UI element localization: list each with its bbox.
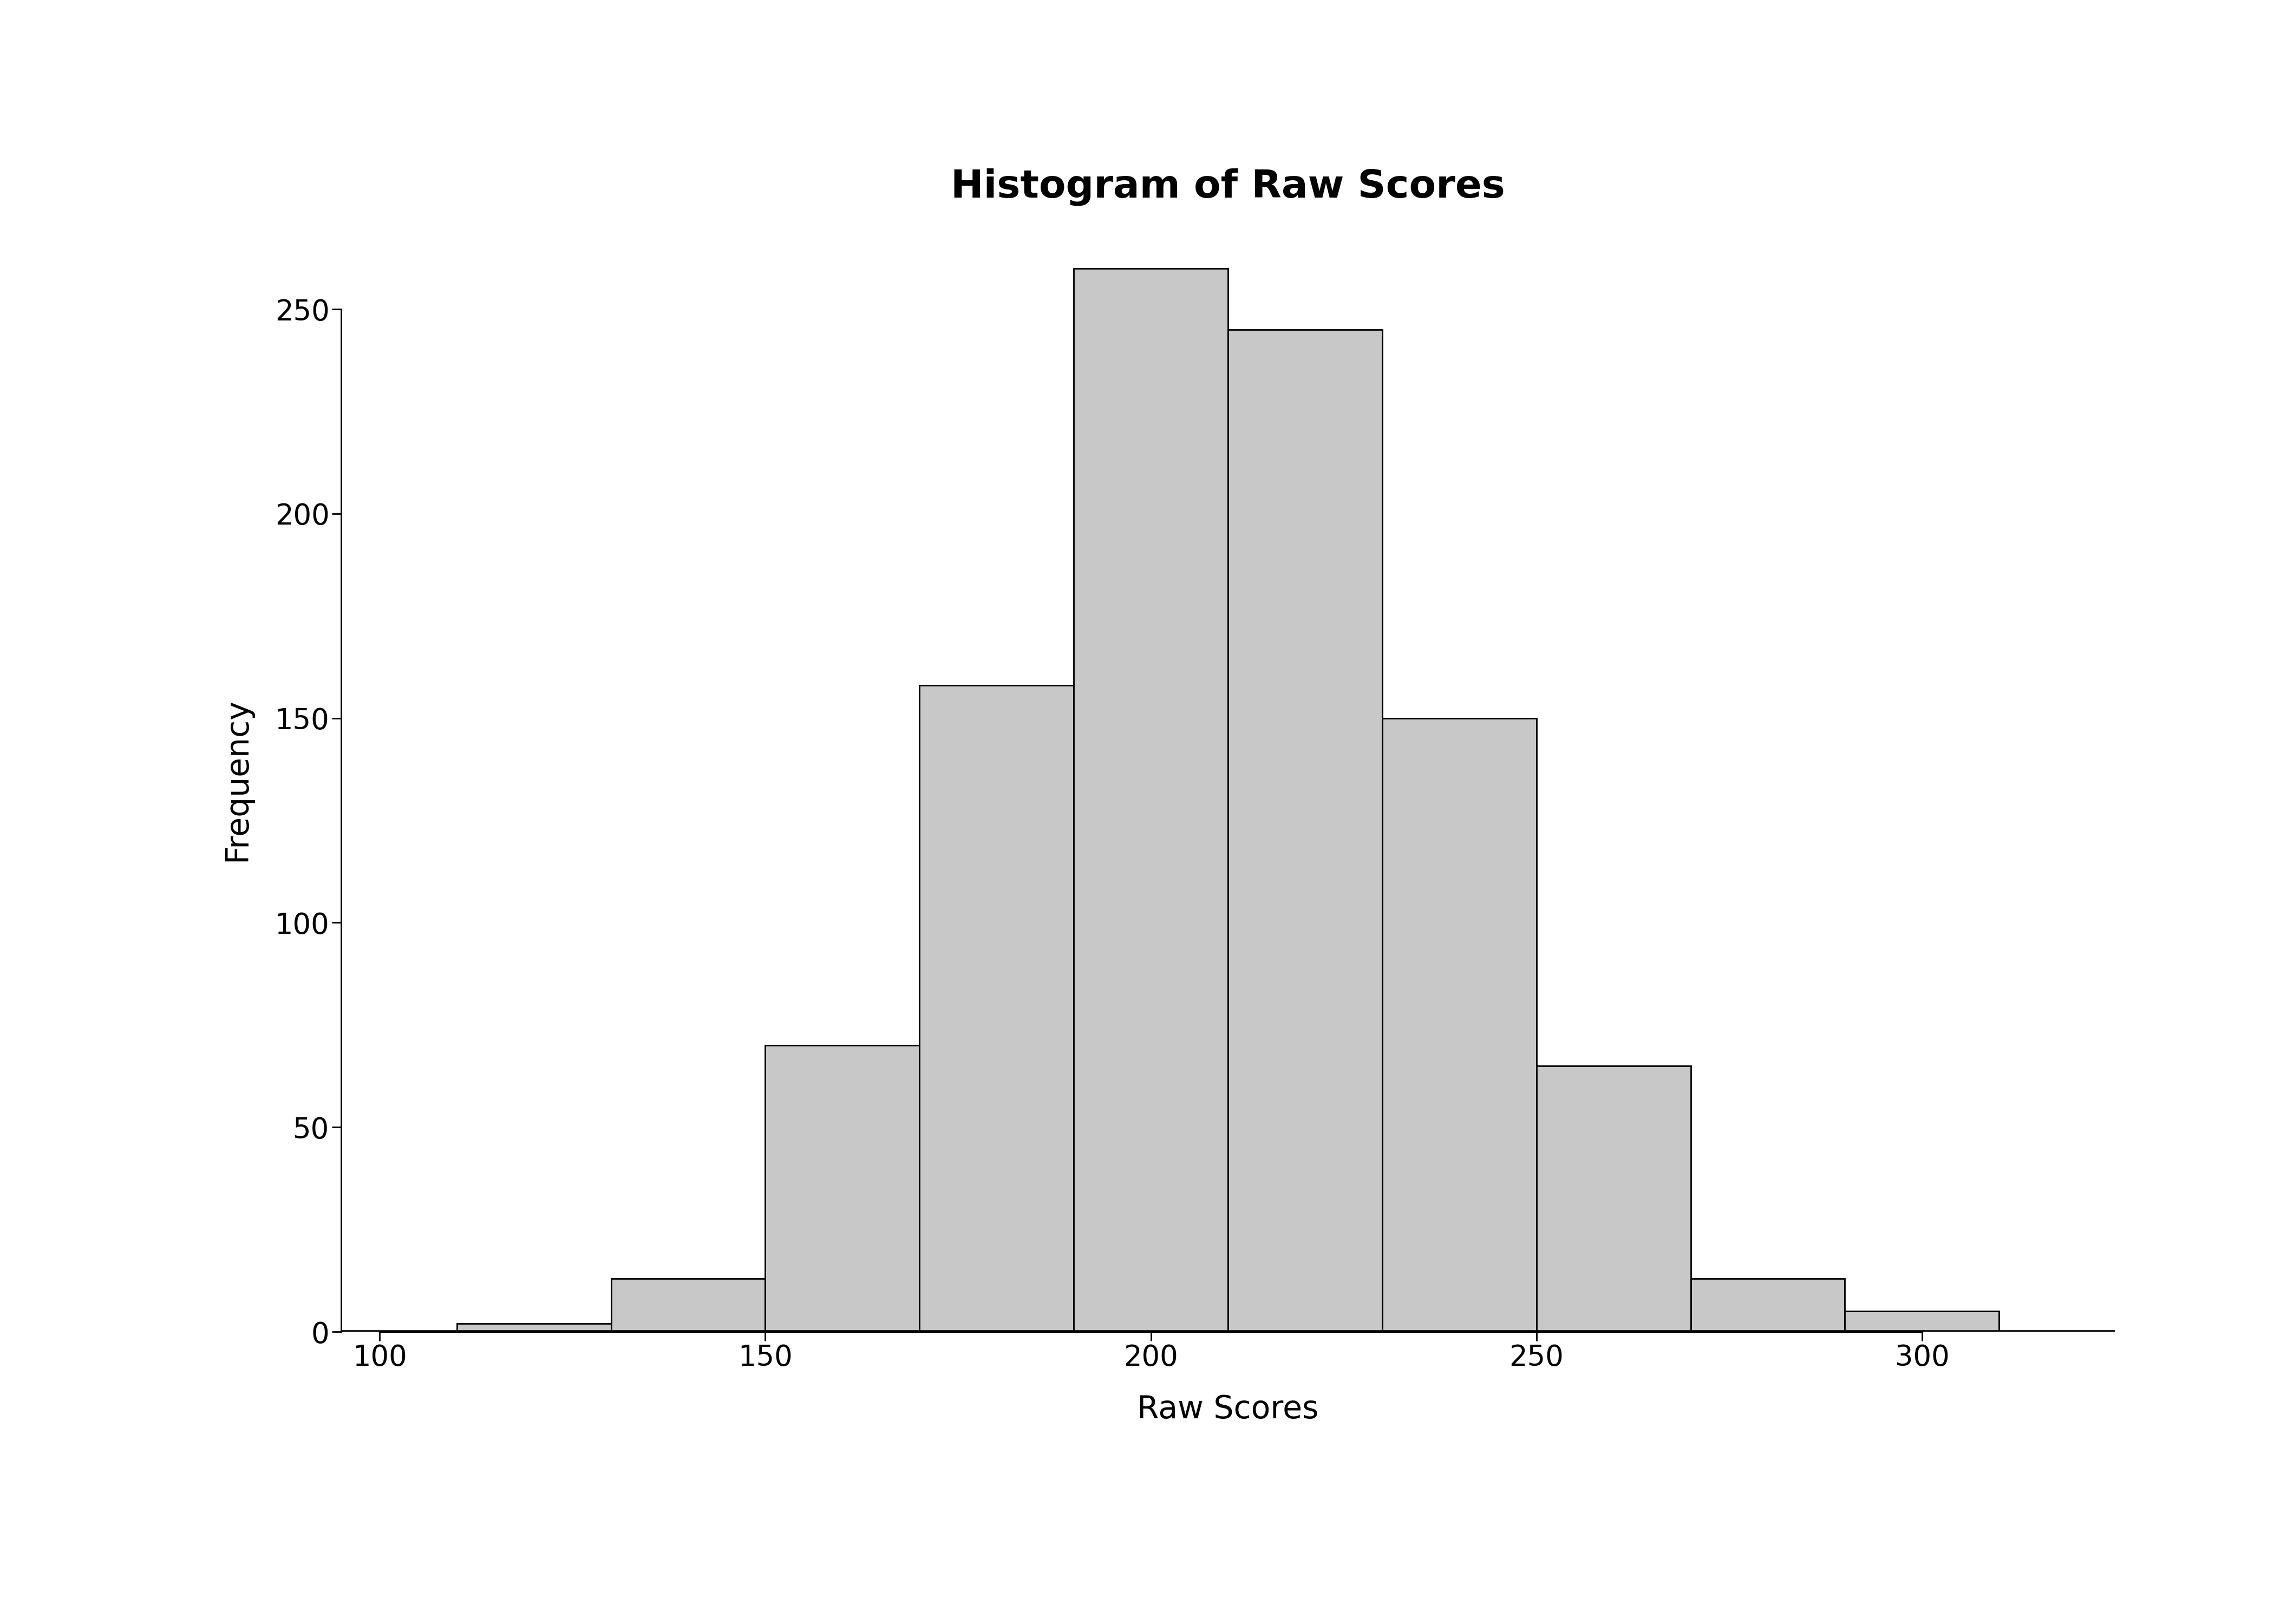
Y-axis label: Frequency: Frequency — [221, 698, 252, 861]
Bar — [919, 685, 1073, 1332]
Bar — [1228, 330, 1383, 1332]
Title: Histogram of Raw Scores: Histogram of Raw Scores — [951, 167, 1505, 206]
Bar — [1537, 1065, 1690, 1332]
Bar — [457, 1324, 612, 1332]
Bar — [766, 1046, 919, 1332]
Bar — [1690, 1278, 1844, 1332]
X-axis label: Raw Scores: Raw Scores — [1137, 1393, 1319, 1424]
Bar — [612, 1278, 766, 1332]
Bar — [1844, 1311, 1999, 1332]
Bar — [1073, 268, 1228, 1332]
Bar — [1383, 718, 1537, 1332]
